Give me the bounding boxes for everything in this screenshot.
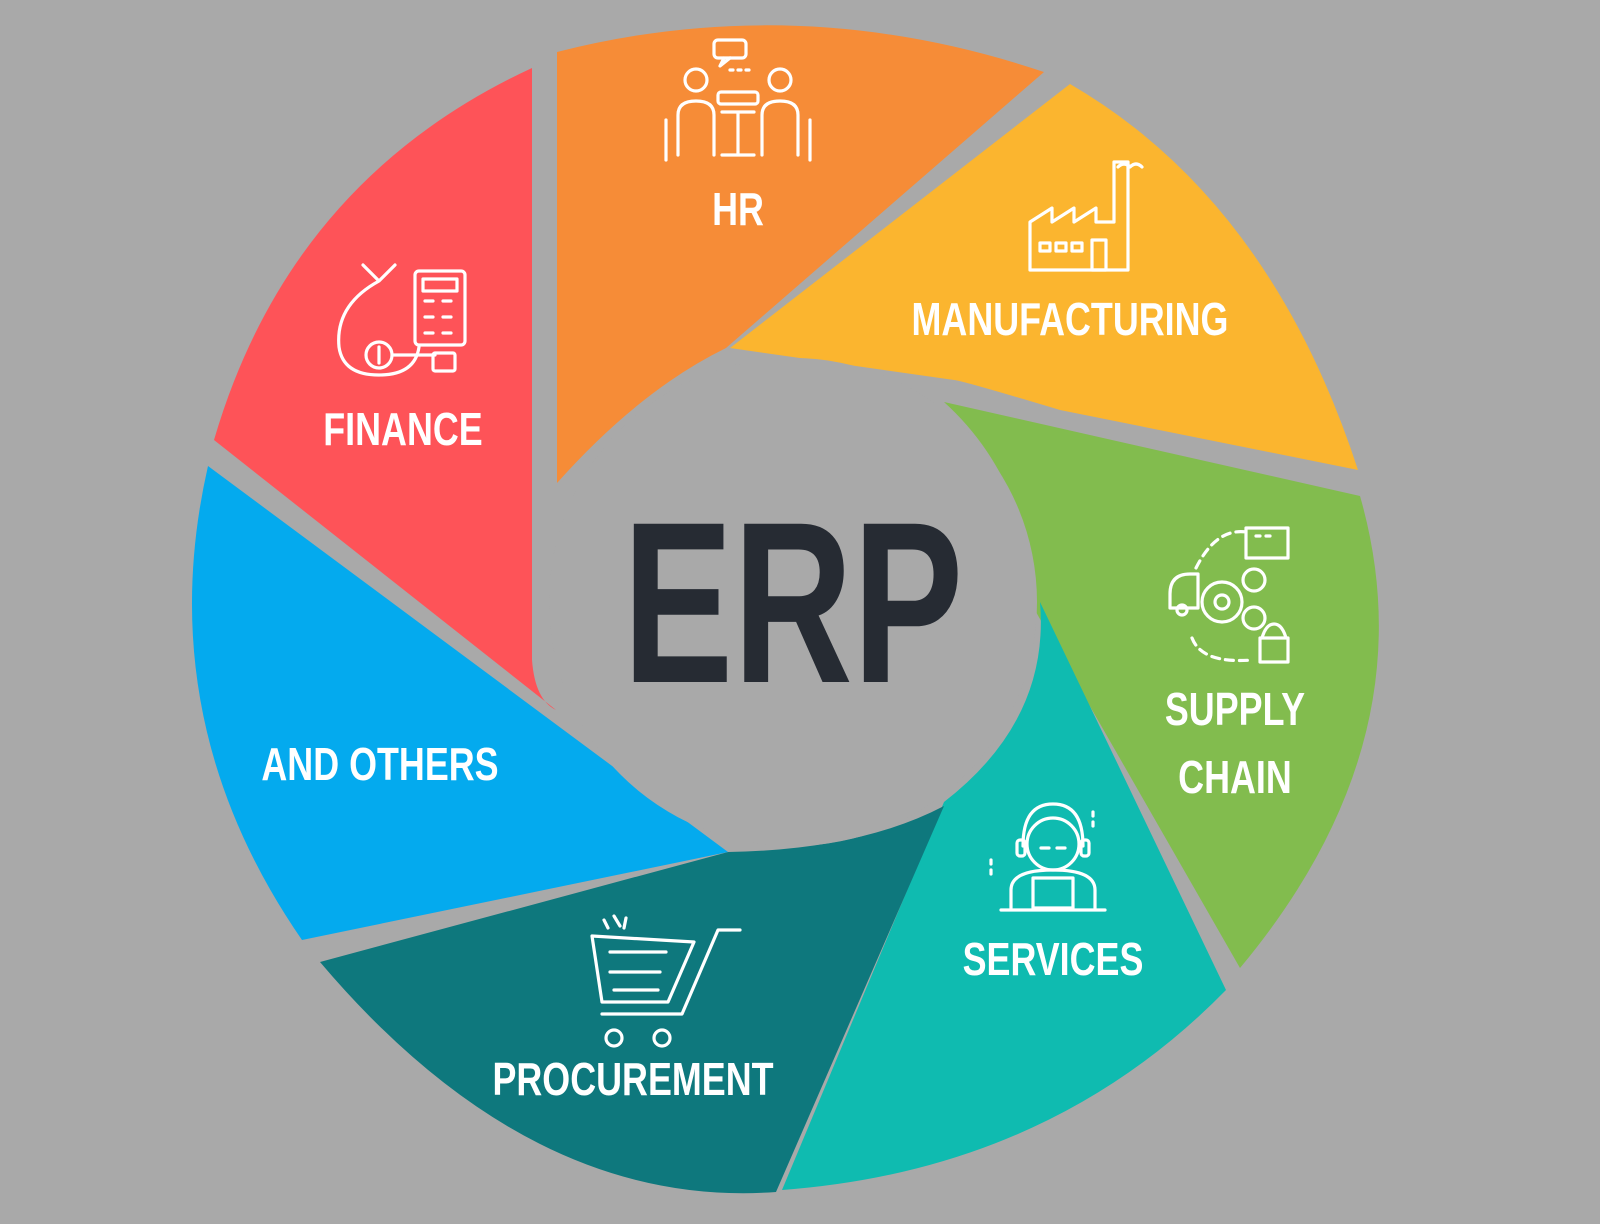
- segment-label-finance: FINANCE: [323, 404, 482, 455]
- segment-finance: [214, 68, 556, 710]
- segment-others: [191, 466, 728, 940]
- segment-label-procurement: PROCUREMENT: [492, 1054, 773, 1105]
- erp-center-title: ERP: [623, 475, 963, 731]
- money-calculator-icon: [337, 263, 467, 377]
- segment-supply-chain: [944, 402, 1379, 968]
- segment-label-supply-chain-line2: CHAIN: [1178, 752, 1292, 803]
- segment-label-services: SERVICES: [963, 934, 1144, 985]
- shopping-cart-icon: [590, 914, 742, 1048]
- segment-label-others: AND OTHERS: [261, 739, 498, 790]
- segment-manufacturing: [730, 84, 1358, 470]
- segment-label-manufacturing: MANUFACTURING: [912, 294, 1229, 345]
- segment-procurement: [320, 806, 944, 1194]
- meeting-icon: [664, 38, 812, 162]
- support-agent-icon: [989, 802, 1107, 912]
- center-disc: [549, 358, 1037, 846]
- segment-label-supply-chain-line1: SUPPLY: [1165, 684, 1305, 735]
- supply-chain-icon: [1168, 526, 1290, 664]
- segments: [191, 25, 1379, 1194]
- factory-icon: [1028, 160, 1144, 272]
- segment-services: [782, 602, 1226, 1190]
- segment-label-hr: HR: [712, 184, 764, 235]
